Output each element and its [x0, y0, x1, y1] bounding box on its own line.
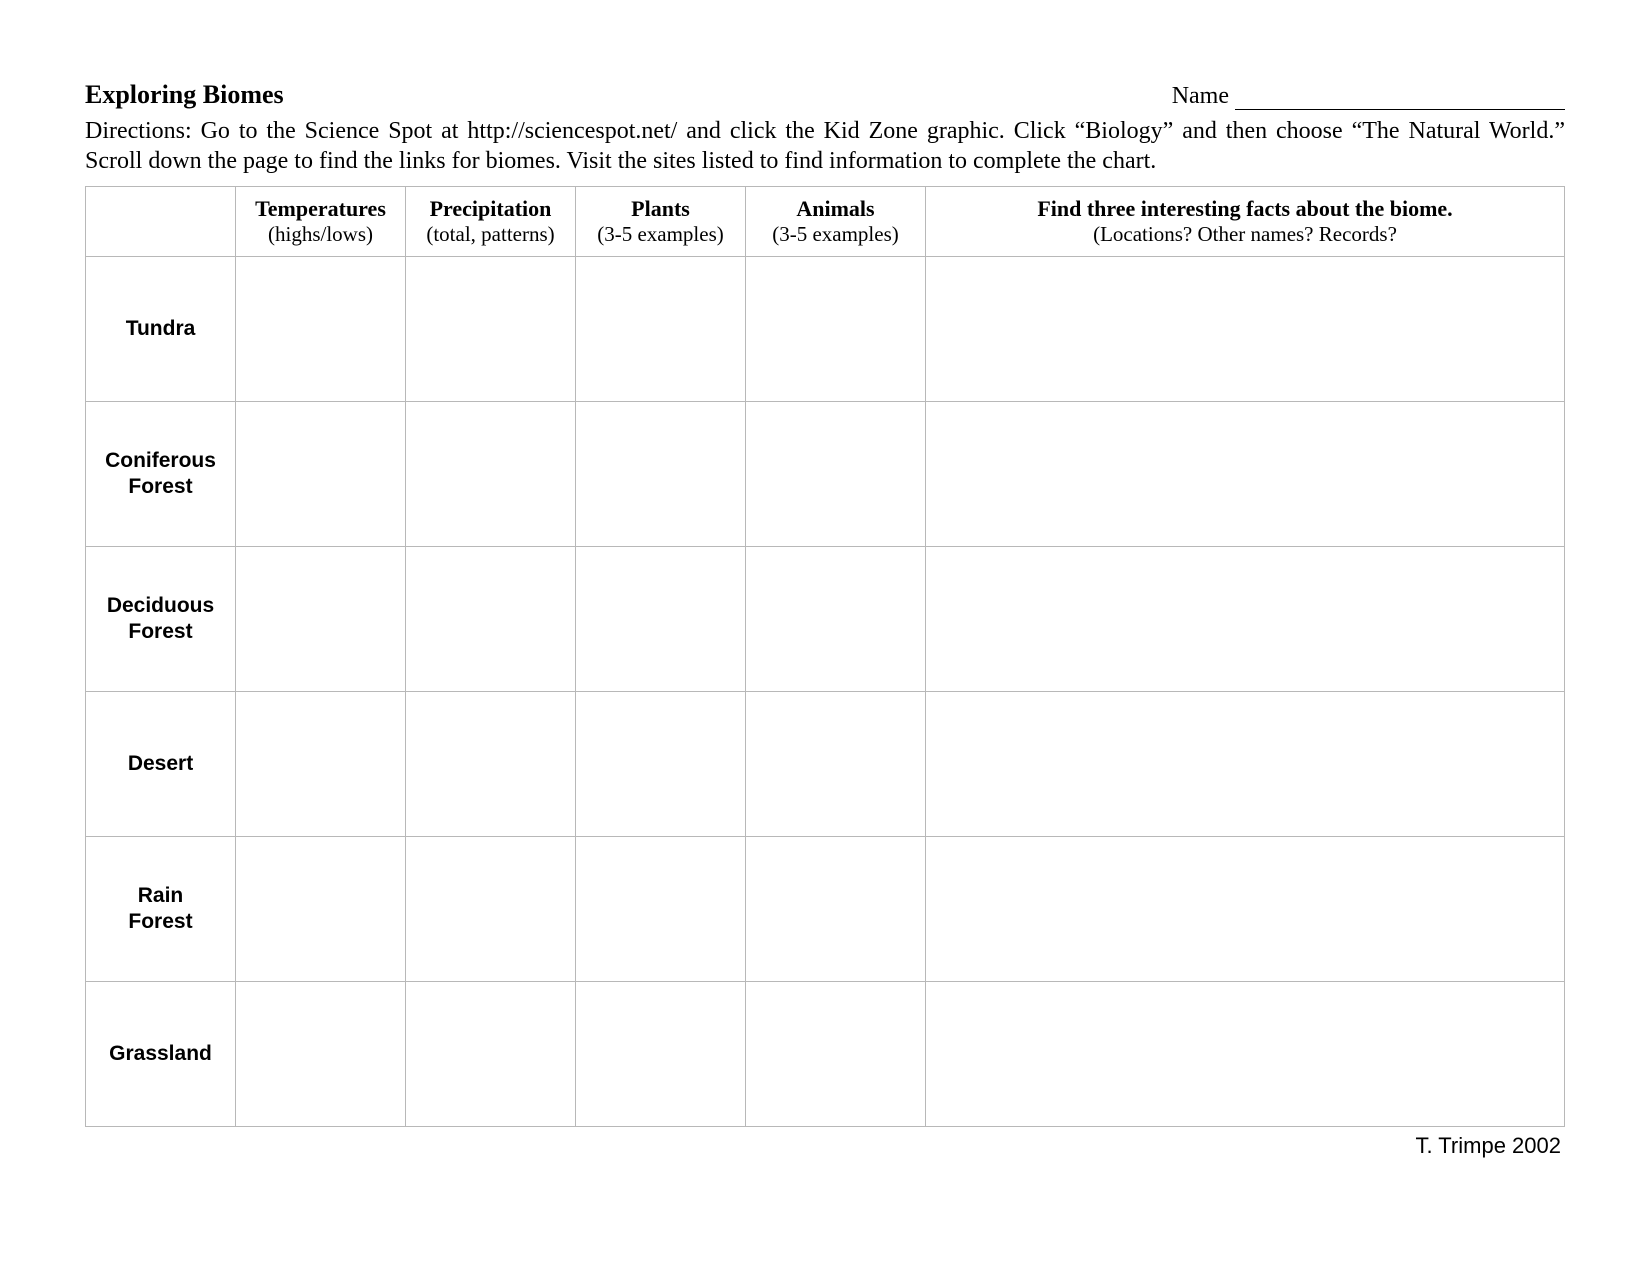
row-label-rain-forest: RainForest	[86, 837, 236, 982]
col-sub: (3-5 examples)	[752, 222, 919, 247]
name-label: Name	[1172, 83, 1229, 110]
cell[interactable]	[746, 837, 926, 982]
cell[interactable]	[746, 402, 926, 547]
biomes-table: Temperatures (highs/lows) Precipitation …	[85, 186, 1565, 1127]
col-sub: (Locations? Other names? Records?	[932, 222, 1558, 247]
table-body: Tundra ConiferousForest DeciduousForest	[86, 257, 1565, 1127]
cell[interactable]	[406, 257, 576, 402]
name-blank-line[interactable]	[1235, 90, 1565, 110]
cell[interactable]	[576, 982, 746, 1127]
cell[interactable]	[406, 692, 576, 837]
col-header-temperatures: Temperatures (highs/lows)	[236, 187, 406, 257]
cell[interactable]	[576, 402, 746, 547]
cell[interactable]	[926, 257, 1565, 402]
cell[interactable]	[406, 547, 576, 692]
cell[interactable]	[576, 547, 746, 692]
cell[interactable]	[576, 692, 746, 837]
cell[interactable]	[236, 982, 406, 1127]
cell[interactable]	[236, 547, 406, 692]
row-label-grassland: Grassland	[86, 982, 236, 1127]
page-title: Exploring Biomes	[85, 80, 284, 110]
cell[interactable]	[926, 402, 1565, 547]
table-row: ConiferousForest	[86, 402, 1565, 547]
col-header-biome	[86, 187, 236, 257]
cell[interactable]	[576, 837, 746, 982]
row-label-coniferous-forest: ConiferousForest	[86, 402, 236, 547]
cell[interactable]	[236, 837, 406, 982]
col-header-animals: Animals (3-5 examples)	[746, 187, 926, 257]
row-label-desert: Desert	[86, 692, 236, 837]
cell[interactable]	[236, 402, 406, 547]
cell[interactable]	[926, 547, 1565, 692]
cell[interactable]	[236, 692, 406, 837]
cell[interactable]	[406, 402, 576, 547]
cell[interactable]	[746, 982, 926, 1127]
cell[interactable]	[236, 257, 406, 402]
name-field: Name	[1172, 83, 1565, 110]
col-title: Temperatures	[242, 196, 399, 222]
directions-text: Directions: Go to the Science Spot at ht…	[85, 116, 1565, 176]
cell[interactable]	[746, 547, 926, 692]
header-row: Exploring Biomes Name	[85, 80, 1565, 110]
cell[interactable]	[926, 982, 1565, 1127]
table-row: Grassland	[86, 982, 1565, 1127]
cell[interactable]	[406, 982, 576, 1127]
cell[interactable]	[926, 692, 1565, 837]
cell[interactable]	[406, 837, 576, 982]
row-label-tundra: Tundra	[86, 257, 236, 402]
cell[interactable]	[746, 692, 926, 837]
col-title: Precipitation	[412, 196, 569, 222]
cell[interactable]	[746, 257, 926, 402]
row-label-deciduous-forest: DeciduousForest	[86, 547, 236, 692]
table-header: Temperatures (highs/lows) Precipitation …	[86, 187, 1565, 257]
worksheet-page: Exploring Biomes Name Directions: Go to …	[0, 0, 1650, 1159]
col-sub: (total, patterns)	[412, 222, 569, 247]
cell[interactable]	[576, 257, 746, 402]
table-row: DeciduousForest	[86, 547, 1565, 692]
table-row: RainForest	[86, 837, 1565, 982]
col-header-facts: Find three interesting facts about the b…	[926, 187, 1565, 257]
col-title: Animals	[752, 196, 919, 222]
col-header-plants: Plants (3-5 examples)	[576, 187, 746, 257]
col-sub: (3-5 examples)	[582, 222, 739, 247]
col-header-precipitation: Precipitation (total, patterns)	[406, 187, 576, 257]
col-title: Plants	[582, 196, 739, 222]
table-row: Desert	[86, 692, 1565, 837]
table-row: Tundra	[86, 257, 1565, 402]
footer-credit: T. Trimpe 2002	[85, 1133, 1565, 1159]
col-title: Find three interesting facts about the b…	[932, 196, 1558, 222]
cell[interactable]	[926, 837, 1565, 982]
col-sub: (highs/lows)	[242, 222, 399, 247]
